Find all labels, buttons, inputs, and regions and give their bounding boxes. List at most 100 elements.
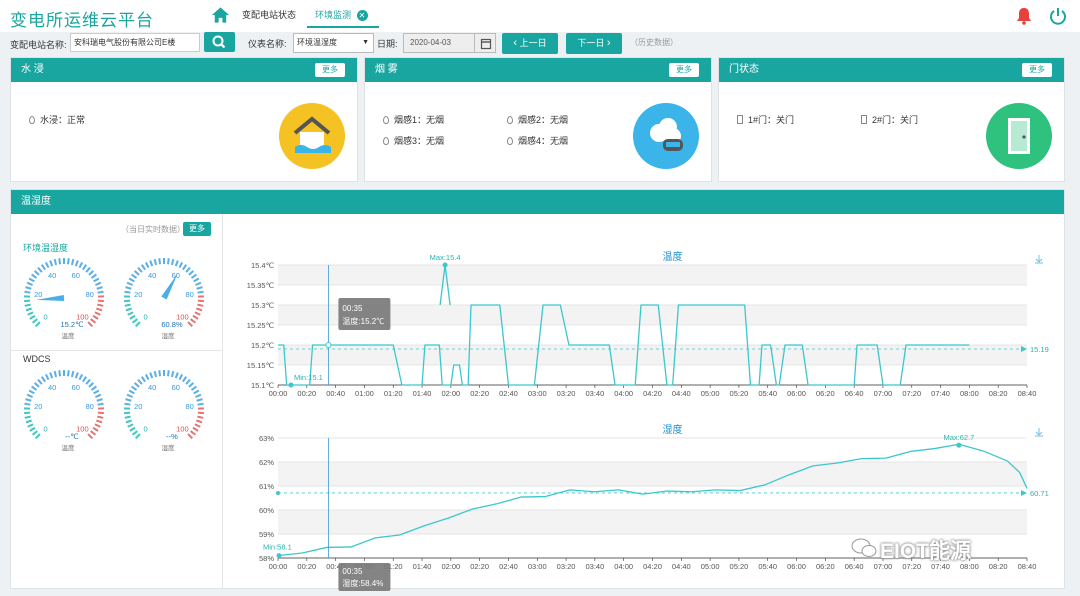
gauge-tick — [197, 415, 204, 419]
gauge-tick — [190, 430, 197, 436]
gauge-tick — [131, 318, 138, 324]
gauge-tick — [125, 286, 132, 290]
more-button[interactable]: 更多 — [1022, 63, 1052, 77]
gauge-tick — [87, 433, 93, 439]
gauge-tick-label: 40 — [48, 271, 56, 280]
gauge-tick — [124, 303, 131, 307]
gauge-tick — [31, 273, 38, 279]
meter-label: 仪表名称: — [248, 39, 287, 49]
x-tick-label: 07:20 — [902, 389, 921, 398]
station-input[interactable]: 安科瑞电气股份有限公司E楼 — [70, 33, 200, 52]
prev-day-button[interactable]: ‹ 上一日 — [502, 33, 558, 54]
y-tick-label: 15.15℃ — [247, 361, 275, 370]
gauge-tick-label: 20 — [34, 402, 42, 411]
gauge-tick — [29, 314, 36, 320]
meter-select[interactable]: 环境温湿度 ▼ — [293, 33, 374, 53]
gauge-tick — [182, 264, 188, 271]
gauge-tick — [96, 307, 103, 312]
door-2-status: 2#门：关门 — [861, 113, 918, 126]
gauge-tick — [95, 281, 102, 286]
gauge-tick — [24, 290, 31, 294]
next-day-button[interactable]: 下一日 › — [566, 33, 622, 54]
x-tick-label: 04:20 — [643, 562, 662, 571]
gauge-tick — [90, 273, 97, 279]
x-tick-label: 02:40 — [499, 562, 518, 571]
gauge-tick — [40, 264, 46, 271]
x-tick-label: 01:20 — [384, 562, 403, 571]
gauge-tick — [193, 389, 200, 395]
gauge-value: --% — [166, 432, 178, 441]
gauge-tick — [29, 426, 36, 432]
x-tick-label: 07:40 — [931, 562, 950, 571]
gauge-tick — [174, 260, 179, 267]
max-point — [956, 442, 962, 448]
tab-environment-monitor[interactable]: 环境监测 ✕ — [307, 6, 379, 28]
download-icon[interactable] — [1035, 428, 1043, 437]
gauge-tick — [96, 398, 103, 402]
x-tick-label: 00:00 — [269, 389, 288, 398]
x-tick-label: 04:40 — [672, 389, 691, 398]
gauge-tick — [125, 307, 132, 312]
close-icon[interactable]: ✕ — [356, 10, 368, 22]
gauge-value: 60.8% — [161, 320, 183, 329]
search-button[interactable] — [204, 32, 235, 52]
more-button[interactable]: 更多 — [315, 63, 345, 77]
x-tick-label: 03:00 — [528, 389, 547, 398]
x-tick-label: 01:40 — [413, 389, 432, 398]
gauge-tick-label: 80 — [86, 290, 94, 299]
home-icon[interactable] — [211, 6, 230, 24]
max-label: Max:15.4 — [430, 253, 461, 262]
download-icon[interactable] — [1035, 255, 1043, 264]
gauge-tick-label: 0 — [44, 312, 48, 321]
gauge-tick — [78, 261, 84, 269]
gauge-tick — [137, 378, 143, 385]
bell-icon[interactable] — [1016, 7, 1032, 25]
humidity-chart: 58%59%60%61%62%63%00:0000:2000:4001:0001… — [259, 423, 1049, 591]
gauge-tick — [33, 270, 40, 276]
gauge-tick — [194, 311, 201, 316]
gauge-tick — [133, 382, 140, 388]
gauge-group-title: 环境温湿度 — [23, 243, 69, 253]
gauge-tick — [25, 307, 32, 312]
gauge-tick — [167, 370, 170, 377]
x-tick-label: 02:00 — [441, 562, 460, 571]
gauge-tick — [190, 318, 197, 324]
gauge-tick — [97, 290, 104, 294]
gauge-tick — [196, 307, 203, 312]
app-title: 变电所运维云平台 — [10, 11, 154, 30]
power-icon[interactable] — [1049, 7, 1067, 25]
gauge-tick-label: 80 — [86, 402, 94, 411]
gauge-tick — [40, 376, 46, 383]
more-button[interactable]: 更多 — [669, 63, 699, 77]
gauge-tick — [97, 415, 104, 419]
gauge-tick — [144, 261, 150, 269]
x-tick-label: 05:00 — [701, 562, 720, 571]
tab-substation-status[interactable]: 变配电站状态 — [234, 6, 304, 28]
gauge-tick — [37, 266, 43, 273]
panel-title: 门状态 — [729, 64, 759, 75]
gauge-tick — [125, 398, 132, 402]
gauge-tick — [67, 370, 70, 377]
gauge-tick — [196, 286, 203, 290]
average-label: 15.19 — [1030, 345, 1049, 354]
x-tick-label: 05:00 — [701, 389, 720, 398]
gauge-tick — [28, 277, 35, 283]
gauge-tick — [97, 303, 104, 307]
x-tick-label: 08:40 — [1018, 389, 1037, 398]
smoke-sensor-2: 烟感2：无烟 — [507, 113, 568, 126]
average-arrow — [1021, 346, 1027, 352]
gauge-tick — [135, 321, 141, 327]
date-input[interactable]: 2020-04-03 — [403, 33, 475, 53]
gauge-tick — [33, 382, 40, 388]
gauge-tick — [31, 385, 38, 391]
temperature-gauge: 0 20 40 60 80 100--℃ 温度 — [23, 370, 105, 452]
x-tick-label: 06:00 — [787, 562, 806, 571]
gauge-tick — [126, 281, 133, 286]
calendar-button[interactable] — [474, 33, 496, 53]
gauge-tick — [82, 264, 88, 271]
more-button[interactable]: 更多 — [183, 222, 211, 236]
gauge-tick — [82, 376, 88, 383]
gauge-label: 温度 — [62, 331, 76, 340]
door-panel: 门状态 更多 1#门：关门 2#门：关门 — [718, 57, 1065, 182]
gauge-tick-label: 40 — [148, 271, 156, 280]
